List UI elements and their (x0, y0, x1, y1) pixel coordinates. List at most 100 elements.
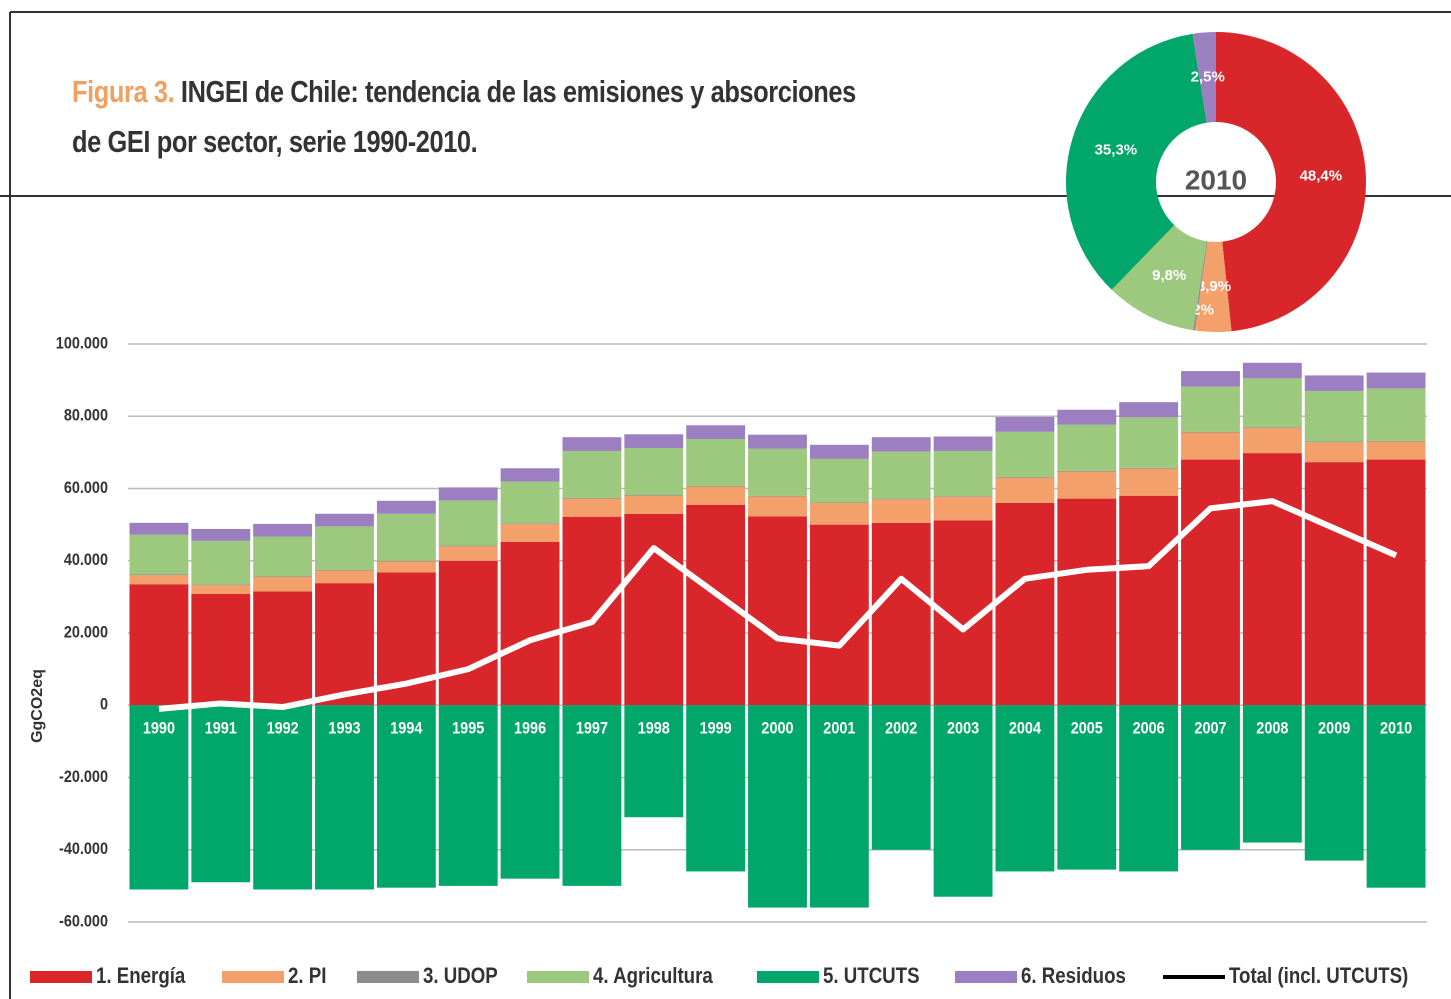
bar-segment (995, 416, 1055, 432)
legend-label: 3. UDOP (423, 964, 498, 988)
y-tick-label: -20.000 (59, 768, 108, 786)
bar-segment (995, 431, 1055, 477)
bar-segment (253, 591, 313, 706)
bar-segment (129, 584, 189, 706)
bar-segment (1242, 427, 1302, 428)
title: INGEI de Chile: tendencia de las emision… (180, 74, 856, 109)
x-tick-label: 1996 (514, 720, 546, 738)
bar-segment (1119, 705, 1179, 872)
bar-segment (500, 523, 560, 542)
legend-label: 4. Agricultura (593, 964, 713, 988)
bar-segment (809, 458, 869, 503)
bar-segment (253, 577, 313, 592)
x-tick-label: 2009 (1318, 720, 1350, 738)
bar-segment (995, 502, 1055, 706)
bar-segment (748, 705, 807, 908)
bar-segment (1057, 498, 1117, 706)
bar-segment (438, 500, 498, 546)
bar-segment (438, 487, 498, 501)
bar-segment (562, 498, 622, 517)
legend-swatch (30, 971, 92, 983)
bar-segment (809, 524, 869, 706)
bar-segment (562, 705, 622, 886)
bar-segment (1304, 375, 1364, 391)
bar-segment (748, 448, 807, 496)
bar-segment (562, 437, 622, 451)
legend-swatch (527, 971, 589, 983)
bar-segment (871, 522, 931, 706)
bar-segment (933, 496, 993, 521)
bar-segment (500, 468, 560, 482)
bar-segment (1119, 402, 1179, 418)
y-tick-label: 60.000 (64, 479, 108, 497)
bar-segment (315, 570, 374, 584)
bar-segment (1366, 440, 1426, 442)
bar-segment (871, 437, 931, 452)
slice-label: 2,5% (1191, 68, 1225, 85)
bar-segment (1366, 388, 1426, 441)
donut-slice (1111, 225, 1207, 331)
bar-segment (871, 498, 931, 500)
bar-segment (624, 434, 684, 449)
bar-segment (748, 495, 807, 497)
bar-segment (191, 528, 251, 541)
bar-segment (438, 545, 498, 547)
donut-center-label: 2010 (1185, 164, 1247, 195)
bar-segment (438, 560, 498, 706)
x-tick-label: 2006 (1133, 720, 1165, 738)
bar-segment (809, 444, 869, 459)
total-line (158, 498, 1398, 712)
bar-segment (562, 516, 622, 706)
x-tick-label: 2010 (1380, 720, 1412, 738)
bar-segment (1057, 471, 1117, 499)
slice-label: 35,3% (1095, 141, 1138, 158)
bar-segment (1304, 462, 1364, 706)
bar-segment (871, 705, 931, 850)
bar-segment (500, 705, 560, 879)
x-tick-label: 2004 (1009, 720, 1041, 738)
bar-segment (315, 705, 374, 890)
x-tick-label: 1993 (328, 720, 360, 738)
bar-segment (438, 546, 498, 561)
x-tick-label: 2003 (947, 720, 979, 738)
slice-label: 48,4% (1300, 168, 1343, 185)
bar-segment (748, 516, 807, 706)
bar-segment (376, 500, 436, 514)
bar-segment (1304, 441, 1364, 443)
bar-segment (253, 523, 313, 537)
title-line: de GEI por sector, serie 1990-2010. (72, 124, 478, 160)
donut-slice (1194, 241, 1232, 333)
bar-segment (933, 450, 993, 497)
bar-segment (500, 541, 560, 706)
bar-segment (1057, 409, 1117, 425)
bar-segment (1366, 459, 1426, 706)
legend-swatch (357, 971, 419, 983)
x-tick-label: 2001 (823, 720, 855, 738)
bar-segment (1181, 371, 1240, 387)
bar-segment (191, 593, 251, 706)
donut-slice (1192, 32, 1216, 123)
x-tick-label: 1992 (267, 720, 299, 738)
bar-segment (438, 705, 498, 886)
bar-segment (191, 584, 251, 585)
x-tick-label: 2002 (885, 720, 917, 738)
bar-segment (253, 576, 313, 578)
bar-segment (1119, 467, 1179, 469)
bar-segment (1366, 441, 1426, 460)
bar-segment (253, 536, 313, 577)
bar-segment (624, 495, 684, 496)
bar-segment (1181, 386, 1240, 432)
bar-segment (1181, 431, 1240, 433)
bar-segment (1057, 470, 1117, 472)
legend-label: Total (incl. UTCUTS) (1229, 964, 1408, 988)
x-tick-label: 2007 (1194, 720, 1226, 738)
legend-swatch (757, 971, 819, 983)
bar-segment (376, 561, 436, 573)
bar-segment (1242, 705, 1302, 843)
bar-segment (376, 560, 436, 562)
bar-segment (1119, 495, 1179, 706)
bar-segment (562, 497, 622, 499)
x-tick-label: 1998 (638, 720, 670, 738)
